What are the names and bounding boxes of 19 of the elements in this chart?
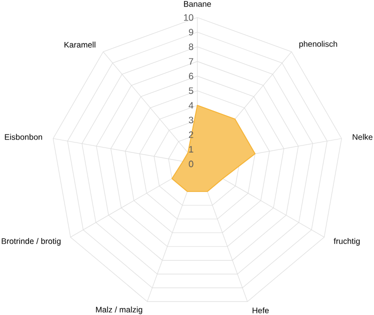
- spoke-label: Banane: [184, 1, 211, 7]
- y-tick-label: 7: [188, 58, 194, 65]
- y-tick-label: 6: [188, 72, 194, 80]
- y-tick-label: 3: [188, 116, 194, 124]
- spoke-label: Eisbonbon: [4, 134, 42, 140]
- spoke-label: Karamell: [64, 42, 96, 48]
- y-tick-label: 9: [188, 28, 194, 36]
- spoke-label: Hefe: [252, 307, 269, 314]
- spoke-label: phenolisch: [299, 40, 338, 48]
- y-tick-label: 0: [188, 160, 194, 168]
- spoke-label: Brotrinde / brotig: [2, 238, 61, 246]
- y-tick-label: 5: [188, 87, 194, 94]
- spoke-label: Malz / malzig: [96, 306, 142, 314]
- y-tick-label: 1: [189, 146, 194, 152]
- y-tick-label: 10: [184, 14, 194, 21]
- spoke-label: fruchtig: [334, 238, 360, 246]
- spoke-label: Nelke: [352, 134, 372, 140]
- y-tick-label: 4: [188, 102, 194, 108]
- y-tick-label: 8: [188, 43, 194, 50]
